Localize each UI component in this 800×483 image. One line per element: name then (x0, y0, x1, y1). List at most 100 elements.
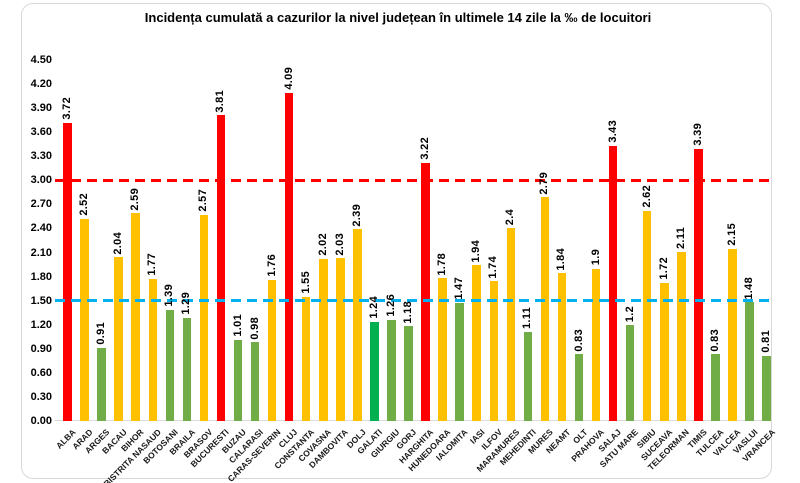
bar-covasna (319, 258, 328, 421)
bar-value-label: 4.09 (282, 67, 295, 90)
bar-bistrita-nasaud (148, 279, 157, 421)
chart-title: Incidența cumulată a cazurilor la nivel … (144, 10, 652, 25)
bar-mures (540, 197, 550, 421)
bar-value-label: 2.52 (78, 193, 91, 216)
bar-value-label: 1.74 (487, 255, 500, 279)
bar-arad (80, 218, 89, 421)
y-tick-label: 1.50 (30, 294, 52, 307)
bar-prahova (591, 268, 601, 421)
bar-hunedoara (438, 278, 447, 421)
bar-botosani (165, 309, 175, 421)
bar-constanta (301, 296, 311, 421)
bar-value-label: 2.57 (197, 189, 210, 212)
bar-teleorman (677, 251, 686, 421)
red-threshold-line (55, 178, 772, 182)
y-tick-label: 3.60 (30, 126, 52, 139)
bar-suceava (660, 283, 669, 421)
y-tick-label: 2.70 (30, 198, 52, 211)
bar-valcea (728, 248, 737, 421)
bar-value-label: 0.81 (760, 330, 773, 354)
y-tick-label: 0.00 (30, 415, 52, 427)
bar-galati (370, 321, 379, 421)
blue-threshold-line (55, 299, 772, 303)
bar-iasi (472, 265, 481, 421)
bar-value-label: 1.94 (470, 239, 483, 263)
y-tick-label: 3.00 (30, 174, 52, 187)
bar-value-label: 2.04 (112, 231, 125, 255)
bar-value-label: 2.39 (350, 203, 363, 227)
bar-neamt (557, 273, 567, 421)
bar-value-label: 0.98 (248, 316, 261, 340)
bar-value-label: 3.72 (61, 96, 73, 120)
bar-value-label: 0.83 (572, 328, 585, 352)
bar-value-label: 1.39 (163, 283, 176, 307)
bar-value-label: 1.2 (623, 305, 636, 322)
bar-value-label: 2.59 (129, 187, 142, 211)
bar-vrancea (762, 356, 771, 421)
bar-value-label: 1.18 (402, 300, 414, 324)
bar-tulcea (711, 354, 720, 421)
bar-value-label: 1.84 (555, 247, 568, 271)
y-tick-label: 1.80 (30, 270, 52, 283)
y-tick-label: 2.10 (30, 246, 52, 259)
y-tick-label: 1.20 (30, 318, 52, 331)
bar-bacau (114, 257, 123, 421)
bar-dolj (353, 229, 362, 421)
bar-value-label: 1.72 (657, 257, 670, 281)
bar-vaslui (745, 302, 754, 421)
bar-value-label: 1.48 (743, 276, 755, 300)
bar-value-label: 2.62 (640, 185, 653, 208)
bar-dambovita (336, 258, 345, 421)
y-tick-label: 3.30 (30, 150, 52, 163)
bar-value-label: 1.78 (436, 252, 449, 276)
bar-value-label: 2.4 (504, 209, 517, 226)
bar-mehedinti (523, 331, 533, 421)
bar-value-label: 0.83 (708, 328, 721, 352)
bar-value-label: 0.91 (95, 322, 108, 345)
bar-caras-severin (267, 279, 277, 421)
bar-braila (182, 317, 192, 421)
bar-sibiu (642, 210, 652, 421)
bar-value-label: 2.11 (674, 226, 687, 249)
bar-value-label: 1.26 (384, 294, 397, 317)
bar-value-label: 1.47 (453, 277, 466, 301)
y-tick-label: 3.90 (30, 102, 52, 115)
y-tick-label: 0.60 (30, 366, 52, 379)
bar-timis (694, 149, 703, 421)
y-tick-label: 0.90 (30, 342, 52, 355)
bar-ialomita (455, 303, 464, 421)
bar-satu-mare (625, 324, 635, 421)
bar-olt (574, 354, 584, 421)
bar-calarasi (250, 342, 260, 421)
bar-bihor (131, 213, 140, 421)
bar-value-label: 3.43 (606, 120, 619, 143)
bar-brasov (199, 214, 209, 421)
bar-maramures (506, 228, 516, 421)
bar-salaj (608, 145, 618, 421)
bar-arges (97, 348, 106, 421)
bar-value-label: 1.76 (265, 254, 278, 277)
bar-value-label: 3.39 (691, 123, 704, 147)
bar-value-label: 1.9 (589, 249, 602, 266)
bar-bucuresti (216, 115, 226, 421)
bar-harghita (421, 162, 430, 421)
y-tick-label: 0.30 (30, 390, 52, 403)
y-tick-label: 4.20 (30, 78, 52, 91)
y-tick-label: 4.50 (30, 54, 52, 66)
bar-value-label: 2.79 (538, 171, 551, 195)
bar-value-label: 2.15 (725, 222, 738, 246)
bar-ilfov (489, 281, 498, 421)
bar-value-label: 3.22 (419, 137, 432, 160)
bar-giurgiu (387, 319, 396, 421)
y-tick-label: 2.40 (30, 222, 52, 235)
bar-alba (63, 122, 72, 421)
bar-value-label: 1.11 (521, 306, 534, 329)
bar-value-label: 3.81 (214, 89, 227, 113)
x-axis-line (55, 420, 772, 421)
bar-value-label: 1.77 (146, 253, 159, 277)
bar-value-label: 2.03 (333, 232, 346, 256)
bar-gorj (404, 326, 413, 421)
bar-value-label: 1.01 (231, 314, 244, 337)
bar-buzau (233, 339, 243, 421)
